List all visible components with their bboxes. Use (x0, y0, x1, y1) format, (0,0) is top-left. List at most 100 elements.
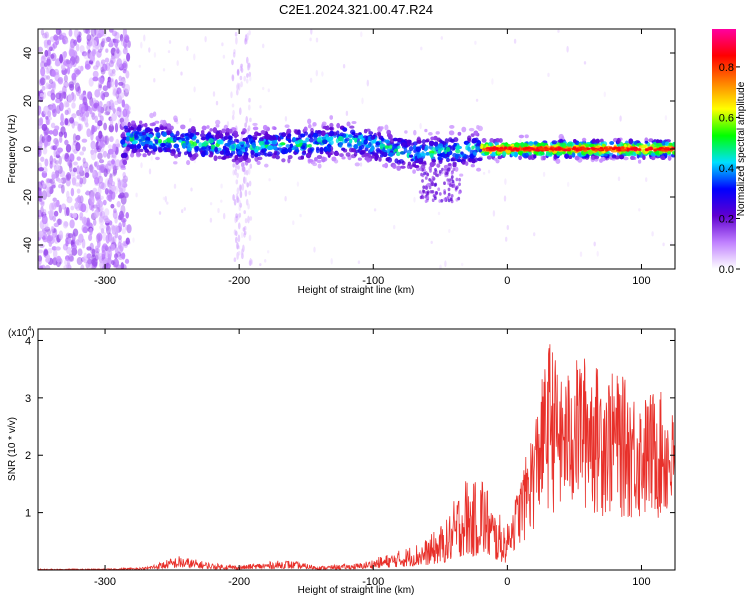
spectrogram-cell (566, 150, 572, 155)
spectrogram-cell (94, 89, 101, 98)
spectrogram-cell (144, 122, 148, 128)
spectrogram-cell (429, 161, 435, 168)
spectrogram-cell (231, 144, 235, 150)
spectrogram-cell (273, 150, 278, 156)
spectrogram-cell (102, 103, 108, 112)
spectrogram-cell (426, 195, 430, 200)
spectrogram-cell (41, 123, 48, 131)
spectrogram-cell (99, 77, 104, 85)
spectrogram-cell (121, 131, 126, 137)
spectrogram-cell (239, 190, 243, 199)
spectrogram-cell (41, 85, 46, 91)
spectrogram-cell (38, 255, 43, 262)
spectrogram-cell (98, 252, 103, 261)
spectrogram-cell (181, 137, 186, 142)
spectrogram-cell (329, 115, 333, 120)
spectrogram-cell (80, 264, 85, 269)
spectrogram-cell (135, 151, 141, 158)
spectrogram-cell (95, 196, 102, 202)
spectrogram-cell (246, 32, 249, 41)
spectrogram-cell (44, 140, 49, 148)
spectrogram-cell (260, 130, 266, 135)
spectrogram-cell (447, 187, 451, 192)
spectrogram-cell (237, 157, 243, 163)
spectrogram-cell (596, 250, 599, 257)
spectrogram-cell (421, 179, 424, 183)
spectrogram-cell (574, 155, 580, 161)
spectrogram-cell (209, 128, 214, 132)
spectrogram-cell (284, 195, 287, 202)
spectrogram-cell (75, 196, 82, 204)
spectrogram-cell (76, 156, 82, 161)
spectrogram-cell (428, 140, 435, 146)
spectrogram-cell (554, 148, 558, 151)
spectrogram-cell (45, 82, 50, 90)
spectrogram-cell (359, 150, 365, 155)
spectrogram-cell (233, 199, 237, 206)
spectrogram-cell (68, 253, 74, 262)
spectrogram-cell (440, 199, 444, 203)
spectrogram-cell (176, 147, 180, 153)
snr-multiplier-label: (x104) (8, 326, 35, 339)
spectrogram-cell (81, 146, 87, 152)
spectrogram-cell (517, 150, 523, 155)
spectrogram-cell (100, 228, 105, 234)
spectrogram-cell (413, 129, 417, 136)
spectrogram-cell (74, 182, 81, 187)
spectrogram-cell (193, 146, 199, 151)
spectrogram-cell (594, 149, 598, 152)
spectrogram-cell (99, 195, 104, 200)
spectrogram-cell (297, 129, 301, 135)
spectrogram-cell (44, 265, 51, 269)
spectrogram-cell (533, 154, 537, 159)
spectrogram-cell (292, 220, 295, 226)
spectrogram-cell (228, 135, 233, 140)
snr-x-tick-label: 0 (504, 576, 510, 588)
spectrogram-cell (658, 146, 663, 150)
spectrogram-cell (349, 125, 355, 129)
spectrogram-cell (497, 155, 502, 160)
spectrogram-cell (42, 147, 48, 155)
snr-series-line (38, 344, 675, 570)
spectrogram-cell (52, 249, 58, 259)
spectrogram-cell (423, 171, 426, 176)
spectrogram-cell (51, 81, 56, 89)
spectrogram-cell (452, 167, 456, 171)
snr-y-tick-label: 2 (25, 450, 31, 462)
spectrogram-cell (223, 135, 228, 141)
spectrogram-cell (186, 45, 189, 52)
spectrogram-cell (84, 172, 90, 178)
spectrogram-cell (40, 66, 46, 77)
spectrogram-cell (672, 142, 675, 147)
spectrogram-cell (342, 127, 348, 132)
spectrogram-cell (361, 97, 364, 105)
spectrogram-cell (604, 149, 609, 152)
spectrogram-cell (246, 73, 249, 78)
spectrogram-cell (503, 195, 507, 202)
spectrogram-cell (99, 205, 104, 213)
spectrogram-cell (302, 150, 306, 154)
spectrogram-cell (486, 155, 492, 160)
spectrogram-cell (513, 38, 517, 44)
spectrogram-cell (461, 161, 466, 165)
spectrogram-cell (443, 191, 447, 195)
spectrogram-cell (236, 195, 239, 204)
spectrogram-cell (87, 256, 92, 267)
spectrogram-cell (238, 204, 242, 212)
spectrogram-cell (54, 125, 60, 131)
spectrogram-cell (120, 153, 125, 159)
spectrogram-cell (166, 147, 171, 153)
spectrogram-cell (94, 115, 99, 124)
spectrogram-cell (450, 158, 455, 162)
spectrogram-cell (412, 169, 416, 174)
spectrogram-cell (358, 145, 363, 151)
snr-y-tick-label: 1 (25, 508, 31, 520)
spectrogram-cell (51, 246, 57, 251)
spectrogram-cell (426, 190, 430, 194)
spectrogram-cell (109, 177, 113, 185)
spectrogram-cell (649, 147, 653, 150)
spectrogram-cell (94, 161, 98, 167)
spectrogram-cell (122, 192, 129, 198)
spectrogram-cell (150, 156, 153, 161)
spectrogram-cell (113, 225, 120, 234)
